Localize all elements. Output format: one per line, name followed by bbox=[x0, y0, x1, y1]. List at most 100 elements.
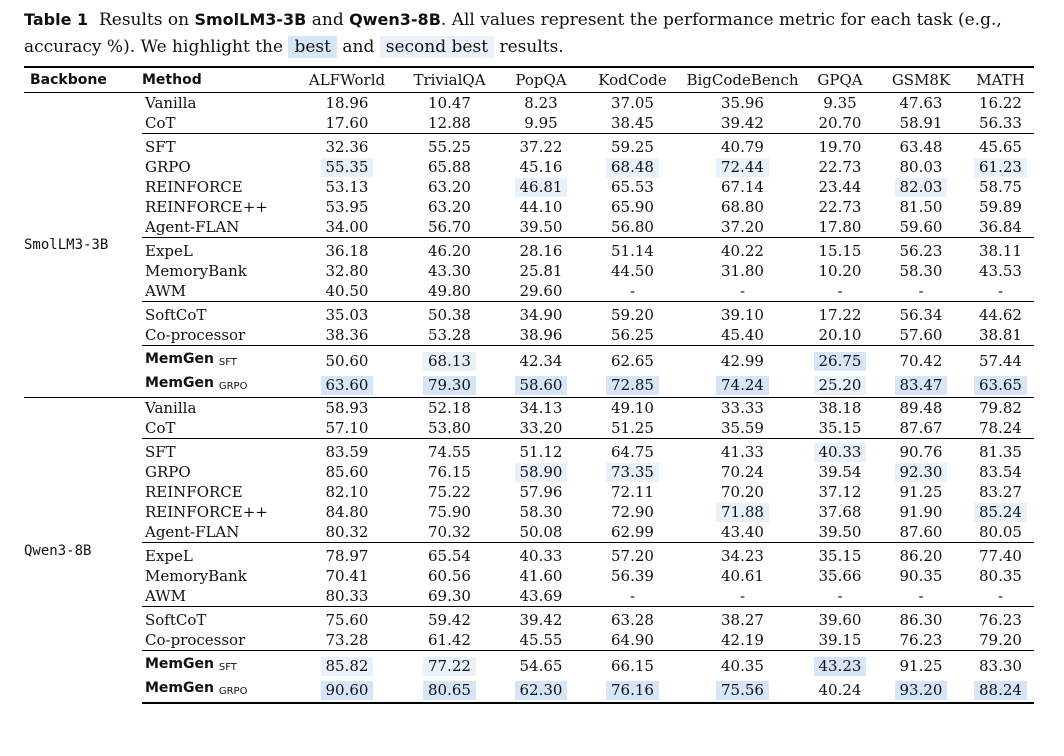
value: 33.33 bbox=[721, 399, 764, 417]
value: 19.70 bbox=[818, 138, 862, 156]
value: 76.23 bbox=[899, 631, 943, 649]
value-cell: 92.30 bbox=[875, 462, 967, 482]
value: 10.47 bbox=[428, 94, 471, 112]
table-row: SFT 32.36 55.25 37.22 59.25 40.79 19.70 63.48 45… bbox=[24, 133, 1034, 157]
method-name: SoftCoT bbox=[145, 611, 207, 629]
method-cell: MemoryBank bbox=[142, 566, 292, 586]
method-name: REINFORCE bbox=[145, 178, 243, 196]
value: - bbox=[837, 587, 843, 605]
value-cell: 35.66 bbox=[805, 566, 875, 586]
value-cell: 65.53 bbox=[585, 177, 680, 197]
value-cell: 75.22 bbox=[402, 482, 497, 502]
value: 58.93 bbox=[325, 399, 369, 417]
value-cell: 22.73 bbox=[805, 197, 875, 217]
value-cell: 66.15 bbox=[585, 650, 680, 678]
value-cell: 80.35 bbox=[967, 566, 1034, 586]
value-cell: 56.80 bbox=[585, 217, 680, 238]
value-cell: 40.33 bbox=[497, 542, 585, 566]
value: 25.20 bbox=[813, 376, 867, 395]
value-cell: 65.90 bbox=[585, 197, 680, 217]
value: 76.15 bbox=[428, 463, 471, 481]
value-cell: 70.32 bbox=[402, 522, 497, 543]
value: 38.18 bbox=[818, 399, 862, 417]
value-cell: 38.45 bbox=[585, 113, 680, 134]
value: 37.20 bbox=[721, 218, 764, 236]
method-cell: REINFORCE++ bbox=[142, 197, 292, 217]
method-cell: GRPO bbox=[142, 157, 292, 177]
value-cell: 36.84 bbox=[967, 217, 1034, 238]
value-cell: 61.42 bbox=[402, 630, 497, 651]
value-cell: - bbox=[585, 586, 680, 607]
value-cell: 53.28 bbox=[402, 325, 497, 346]
value-cell: 56.23 bbox=[875, 237, 967, 261]
value: - bbox=[997, 282, 1004, 300]
value: 79.82 bbox=[979, 399, 1022, 417]
value: 72.90 bbox=[611, 503, 654, 521]
value: 45.55 bbox=[519, 631, 563, 649]
method-name: CoT bbox=[145, 114, 176, 132]
value: 75.22 bbox=[428, 483, 471, 501]
method-cell: Vanilla bbox=[142, 397, 292, 418]
table-row: REINFORCE 82.10 75.22 57.96 72.11 70.20 37.12 9… bbox=[24, 482, 1034, 502]
value-cell: 40.61 bbox=[680, 566, 805, 586]
value: 56.34 bbox=[899, 306, 943, 324]
value: 80.35 bbox=[979, 567, 1022, 585]
value-cell: 44.62 bbox=[967, 301, 1034, 325]
value-cell: 76.23 bbox=[967, 606, 1034, 630]
header-row: Backbone Method ALFWorld TrivialQA PopQA… bbox=[24, 66, 1034, 93]
col-header-backbone: Backbone bbox=[24, 66, 142, 93]
caption-text-a: Results on bbox=[98, 10, 190, 30]
value: 78.24 bbox=[979, 419, 1022, 437]
value: 80.33 bbox=[325, 587, 369, 605]
value-cell: 59.42 bbox=[402, 606, 497, 630]
value: 39.60 bbox=[818, 611, 862, 629]
value-cell: 38.36 bbox=[292, 325, 402, 346]
value: 40.24 bbox=[818, 681, 862, 699]
value: 39.54 bbox=[818, 463, 862, 481]
value: 40.35 bbox=[721, 657, 764, 675]
value-cell: 57.60 bbox=[875, 325, 967, 346]
value: 63.20 bbox=[428, 198, 471, 216]
value: 85.60 bbox=[325, 463, 369, 481]
value-cell: 31.80 bbox=[680, 261, 805, 281]
backbone-label: SmolLM3-3B bbox=[24, 237, 109, 253]
value-cell: 57.20 bbox=[585, 542, 680, 566]
results-table: Backbone Method ALFWorld TrivialQA PopQA… bbox=[24, 66, 1034, 704]
value: 61.23 bbox=[974, 158, 1027, 177]
value: 72.85 bbox=[606, 376, 659, 395]
table-row: MemGen SFT 50.60 68.13 42.34 62.65 42.99 26.75… bbox=[24, 345, 1034, 373]
method-name: MemGen bbox=[145, 680, 214, 696]
method-subscript: GRPO bbox=[218, 686, 248, 697]
value: 43.40 bbox=[721, 523, 764, 541]
value-cell: 80.32 bbox=[292, 522, 402, 543]
value-cell: 63.20 bbox=[402, 197, 497, 217]
value-cell: 87.60 bbox=[875, 522, 967, 543]
value: 28.16 bbox=[519, 242, 563, 260]
value: 31.80 bbox=[721, 262, 764, 280]
method-name: SoftCoT bbox=[145, 306, 207, 324]
value-cell: 63.60 bbox=[292, 373, 402, 398]
value-cell: 56.33 bbox=[967, 113, 1034, 134]
value-cell: 40.50 bbox=[292, 281, 402, 302]
method-cell: ExpeL bbox=[142, 237, 292, 261]
value-cell: 39.10 bbox=[680, 301, 805, 325]
value: 93.20 bbox=[894, 681, 948, 700]
value: 58.75 bbox=[979, 178, 1022, 196]
value: 35.15 bbox=[818, 419, 862, 437]
caption-text-d: and bbox=[342, 37, 375, 57]
value-cell: 37.20 bbox=[680, 217, 805, 238]
method-cell: AWM bbox=[142, 281, 292, 302]
value-cell: 33.33 bbox=[680, 397, 805, 418]
value-cell: 17.80 bbox=[805, 217, 875, 238]
value-cell: 18.96 bbox=[292, 93, 402, 114]
value: 50.08 bbox=[519, 523, 563, 541]
method-cell: GRPO bbox=[142, 462, 292, 482]
value-cell: 83.59 bbox=[292, 438, 402, 462]
value: 53.95 bbox=[325, 198, 369, 216]
value: 63.65 bbox=[974, 376, 1027, 395]
value: 62.99 bbox=[611, 523, 654, 541]
value-cell: 38.27 bbox=[680, 606, 805, 630]
method-cell: REINFORCE bbox=[142, 177, 292, 197]
value-cell: 40.24 bbox=[805, 678, 875, 704]
method-name: MemoryBank bbox=[145, 567, 247, 585]
